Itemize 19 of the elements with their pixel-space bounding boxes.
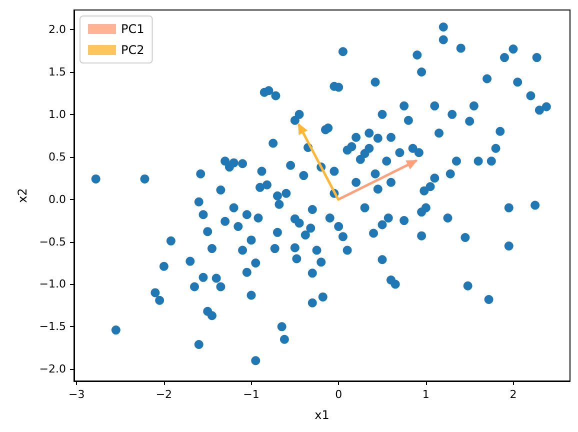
x-tick-label: 1 (422, 388, 430, 401)
legend-label: PC1 (121, 22, 144, 36)
y-tick-label: 2.0 (48, 23, 66, 36)
x-tick-label: −3 (68, 388, 85, 401)
y-tick-label: 0.5 (48, 150, 66, 164)
x-axis-title: x1 (314, 408, 330, 422)
y-tick-label: −1.0 (39, 278, 66, 291)
legend-label: PC2 (121, 43, 144, 57)
y-tick-label: 0.0 (48, 192, 66, 206)
y-tick-label: 1.5 (48, 65, 66, 78)
y-tick-label: −2.0 (39, 362, 66, 376)
x-tick-label: 0 (335, 388, 342, 401)
x-tick-label: 2 (510, 388, 517, 401)
x-tick-label: −2 (156, 388, 172, 401)
y-tick-label: 1.0 (48, 108, 66, 121)
y-tick-label: −0.5 (39, 235, 66, 248)
x-tick-label: −1 (243, 388, 260, 401)
y-tick-label: −1.5 (39, 320, 66, 334)
y-axis-title: x2 (15, 188, 30, 203)
